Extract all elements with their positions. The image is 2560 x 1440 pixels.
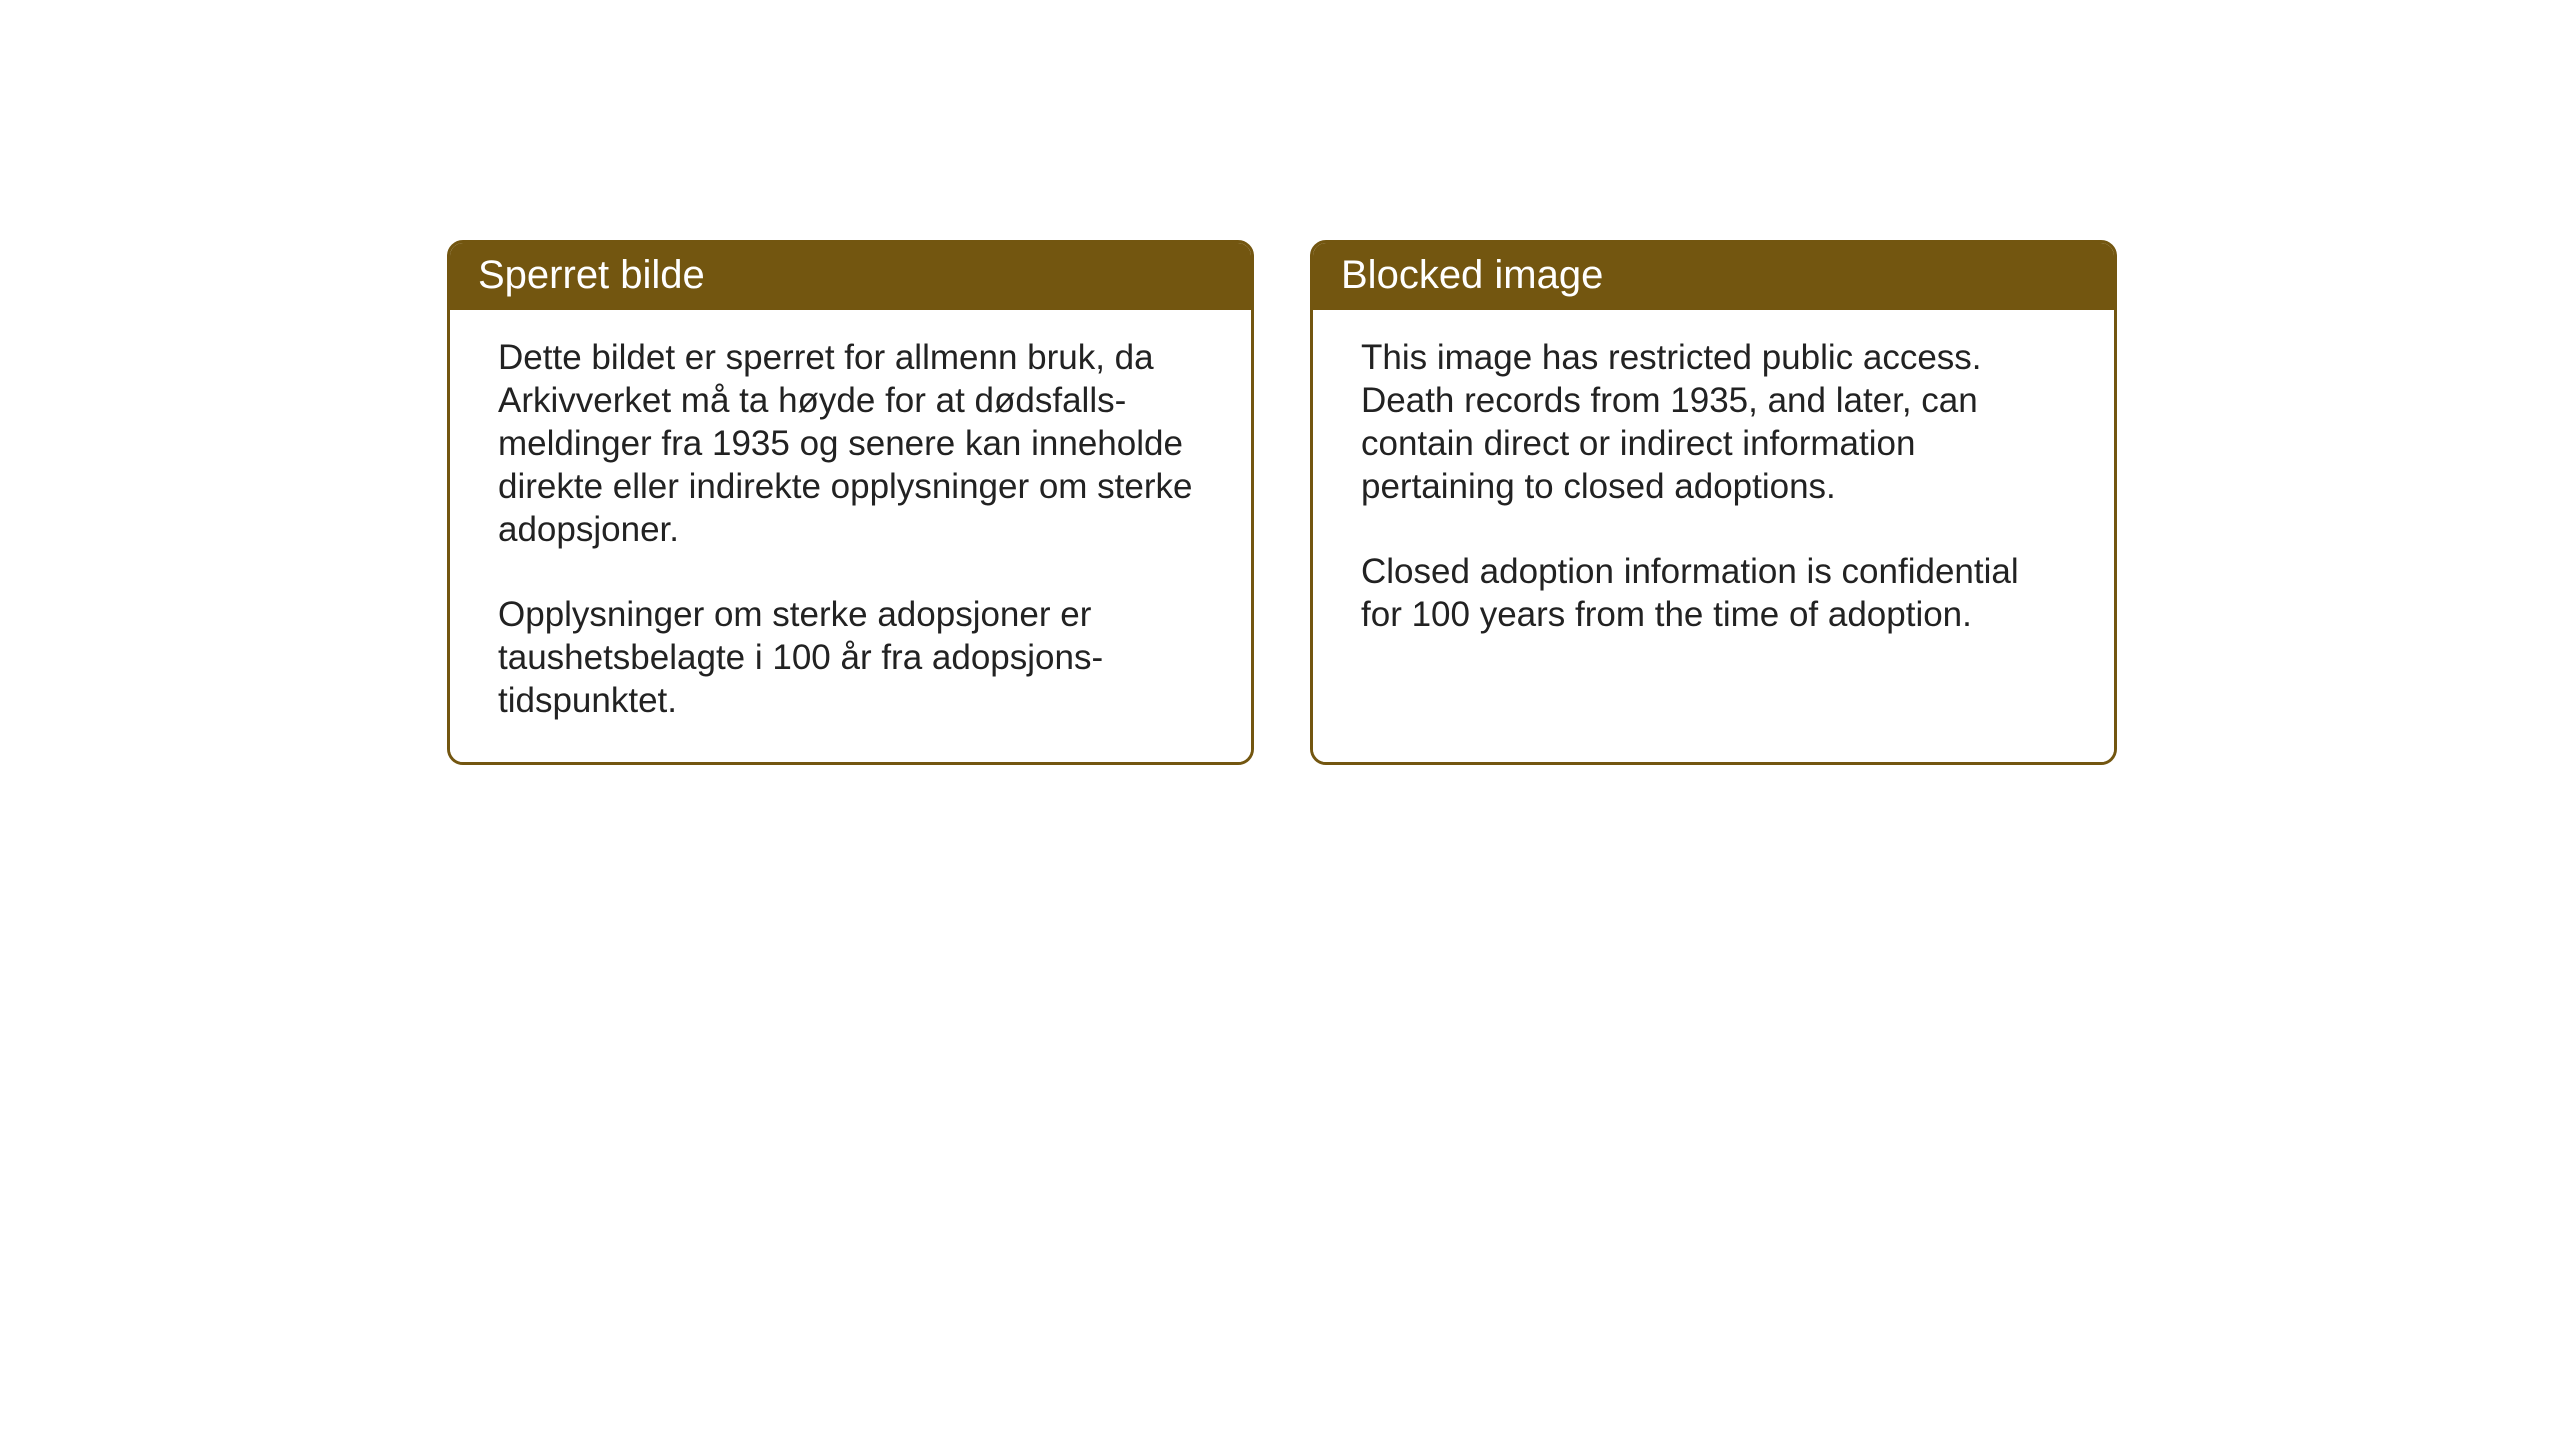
notice-para1-norwegian: Dette bildet er sperret for allmenn bruk… [498,336,1203,551]
notice-card-english: Blocked image This image has restricted … [1310,240,2117,765]
notice-para2-english: Closed adoption information is confident… [1361,550,2066,636]
notice-body-english: This image has restricted public access.… [1313,310,2114,762]
notice-container: Sperret bilde Dette bildet er sperret fo… [447,240,2117,765]
notice-para1-english: This image has restricted public access.… [1361,336,2066,508]
notice-header-norwegian: Sperret bilde [450,243,1251,310]
notice-card-norwegian: Sperret bilde Dette bildet er sperret fo… [447,240,1254,765]
notice-header-english: Blocked image [1313,243,2114,310]
notice-para2-norwegian: Opplysninger om sterke adopsjoner er tau… [498,593,1203,722]
notice-body-norwegian: Dette bildet er sperret for allmenn bruk… [450,310,1251,762]
